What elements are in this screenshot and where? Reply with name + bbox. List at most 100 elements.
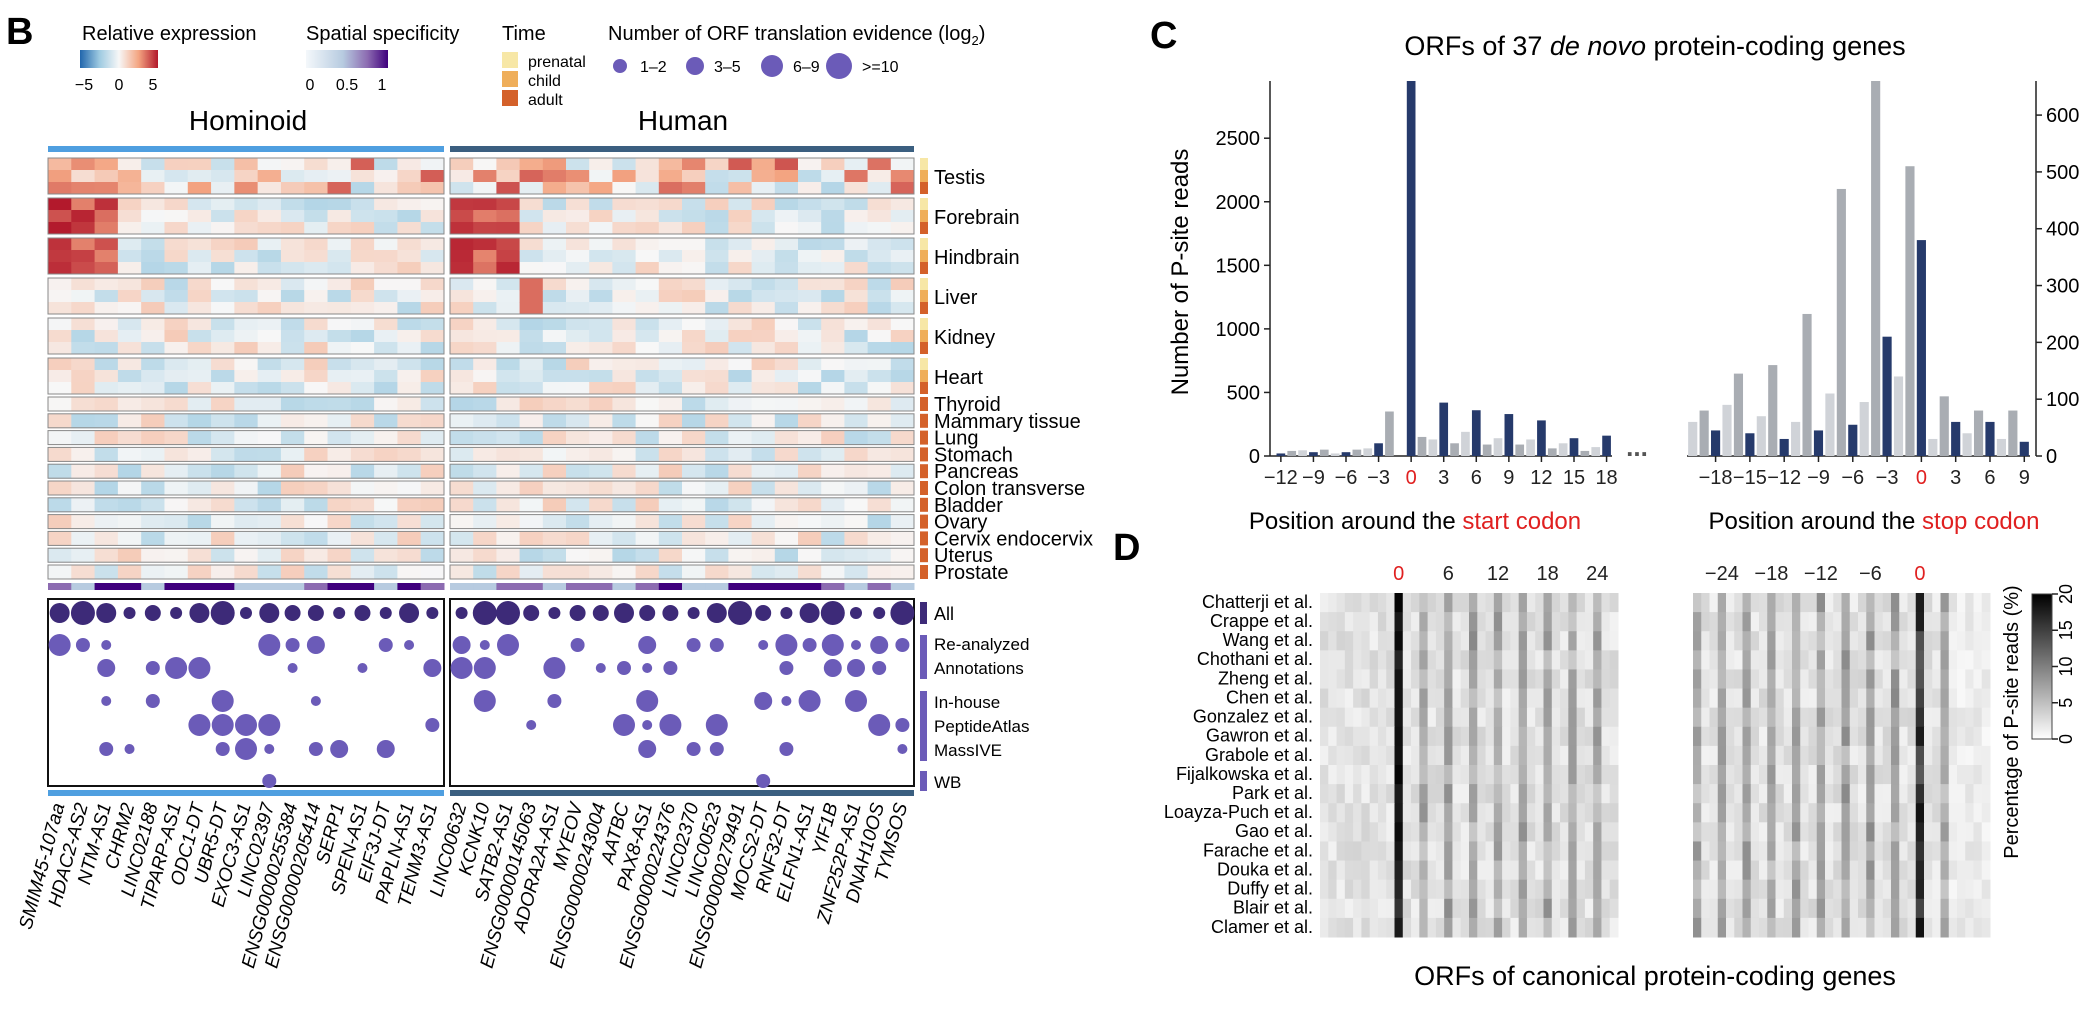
heat-cell-start — [1369, 765, 1379, 785]
heat-cell-start — [1369, 745, 1379, 766]
heat-cell-start — [1435, 650, 1445, 670]
heat-cell-stop — [1907, 803, 1917, 823]
heat-cell-stop — [1783, 917, 1793, 938]
heat-cell-start — [1353, 879, 1362, 900]
heat-cell — [728, 497, 753, 513]
heat-cell-start — [1560, 631, 1569, 651]
evidence-dot-all — [850, 607, 862, 619]
heat-cell-stop — [1915, 917, 1925, 938]
heat-cell-start — [1411, 784, 1420, 804]
heat-cell-start — [1543, 707, 1553, 728]
heat-cell-stop — [1858, 593, 1867, 613]
study-label: Park et al. — [1232, 783, 1313, 803]
heat-cell — [890, 514, 915, 530]
heat-cell-start — [1551, 765, 1561, 785]
heat-cell — [48, 565, 72, 580]
heat-cell-stop — [1940, 745, 1950, 766]
heat-cell-stop — [1775, 745, 1785, 766]
heat-cell — [141, 497, 165, 513]
heat-cell — [798, 531, 822, 546]
heat-cell-start — [1460, 803, 1470, 823]
heat-cell-stop — [1750, 707, 1760, 728]
heat-cell — [519, 318, 544, 331]
heat-cell — [257, 170, 282, 183]
heat-cell-start — [1485, 898, 1495, 919]
heat-cell-stop — [1915, 803, 1925, 823]
heat-cell — [280, 358, 305, 371]
stop-xtick-label: −12 — [1767, 467, 1801, 489]
heat-cell-stop — [1825, 726, 1834, 747]
panel-c-break-mark: ... — [1626, 432, 1648, 462]
heat-cell — [397, 481, 422, 496]
heat-cell — [890, 210, 915, 223]
heat-cell-stop — [1965, 917, 1974, 938]
heat-cell-start — [1502, 593, 1511, 613]
heat-cell — [635, 170, 660, 183]
heat-cell — [187, 447, 212, 462]
heat-cell — [234, 182, 259, 195]
heat-cell — [473, 290, 497, 303]
evidence-dot-all — [144, 605, 161, 621]
heat-cell — [542, 262, 567, 275]
heat-cell-stop — [1849, 765, 1859, 785]
evidence-dot-all — [614, 603, 634, 623]
heat-cell-stop — [1709, 688, 1719, 709]
evidence-dot — [638, 636, 657, 654]
heat-block-frame-human — [449, 237, 915, 275]
heat-cell-stop — [1891, 631, 1900, 651]
heat-cell — [867, 565, 892, 580]
evidence-dot-all — [307, 605, 324, 621]
heat-cell — [211, 238, 235, 251]
heat-cell — [589, 170, 613, 183]
heat-cell — [612, 497, 637, 513]
heat-cell — [728, 250, 753, 263]
heat-cell-start — [1452, 898, 1462, 919]
heat-cell-start — [1551, 917, 1561, 938]
heat-cell-start — [1584, 688, 1594, 709]
heat-cell-start — [1551, 784, 1561, 804]
heat-cell — [542, 318, 567, 331]
heat-cell-start — [1336, 803, 1346, 823]
heat-cell-stop — [1874, 631, 1884, 651]
heat-cell-stop — [1948, 707, 1958, 728]
tissue-label-lung: Lung — [934, 428, 979, 450]
time-swatch-prenatal — [920, 358, 928, 370]
heat-cell — [635, 397, 660, 412]
heat-cell-start — [1386, 688, 1395, 709]
heat-cell-start — [1502, 822, 1511, 842]
heat-cell-stop — [1693, 688, 1702, 709]
stop-bar — [1711, 430, 1721, 456]
heat-cell-stop — [1965, 593, 1974, 613]
legend-time-child: child — [528, 73, 561, 90]
heat-cell-start — [1543, 765, 1553, 785]
heat-cell-start — [1469, 593, 1478, 613]
heat-cell — [187, 464, 212, 479]
heat-cell-stop — [1816, 841, 1826, 862]
heat-cell — [397, 430, 422, 446]
heat-cell-stop — [1891, 784, 1900, 804]
heat-cell — [682, 330, 706, 343]
heat-cell-stop — [1948, 726, 1958, 747]
heat-cell — [867, 370, 892, 383]
heat-cell-stop — [1742, 860, 1752, 881]
heat-cell — [473, 198, 497, 211]
heat-cell-stop — [1841, 841, 1851, 862]
heat-cell-stop — [1759, 726, 1768, 747]
heat-cell — [374, 198, 398, 211]
heat-cell-stop — [1750, 860, 1760, 881]
heat-cell-stop — [1717, 803, 1727, 823]
heat-cell-stop — [1783, 688, 1793, 709]
heat-cell — [350, 447, 375, 462]
heat-cell — [94, 210, 119, 223]
heat-cell — [774, 262, 799, 275]
heat-cell-start — [1502, 650, 1511, 670]
heat-cell — [48, 370, 72, 383]
heat-cell — [350, 222, 375, 235]
heat-cell-start — [1469, 898, 1478, 919]
heat-cell — [473, 318, 497, 331]
heat-cell — [658, 210, 683, 223]
heat-cell — [751, 413, 776, 429]
heat-cell — [397, 382, 422, 395]
heat-cell-stop — [1932, 726, 1941, 747]
start-bar — [1352, 449, 1362, 456]
